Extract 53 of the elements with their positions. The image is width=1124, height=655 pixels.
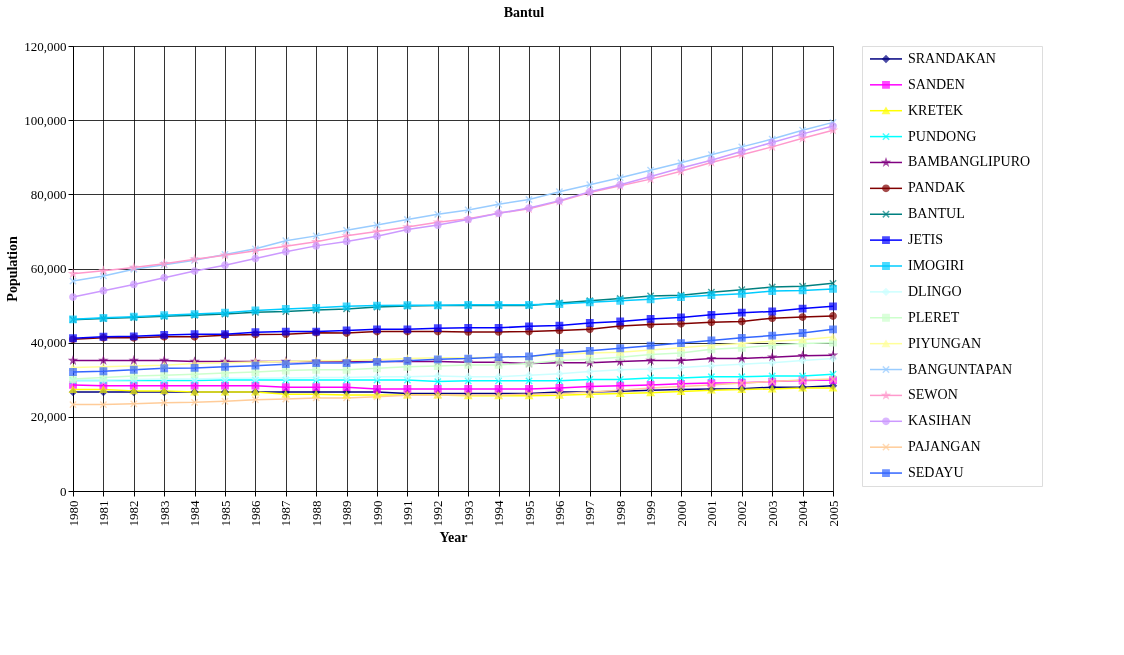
x-tick-label: 1995 — [521, 500, 537, 527]
y-tick-label: 80,000 — [30, 186, 67, 202]
legend-label: PUNDONG — [908, 128, 977, 144]
x-tick-label: 1992 — [430, 500, 446, 527]
x-tick-label: 2000 — [673, 500, 689, 527]
legend-label: IMOGIRI — [908, 258, 965, 273]
x-axis-title: Year — [439, 529, 468, 545]
legend-label: SANDEN — [908, 76, 965, 92]
x-tick-label: 1984 — [187, 500, 203, 527]
legend-label: BAMBANGLIPURO — [908, 154, 1031, 170]
x-tick-label: 2003 — [764, 500, 780, 527]
x-tick-label: 1989 — [339, 500, 355, 527]
legend-label: SEDAYU — [908, 465, 964, 481]
x-tick-label: 1991 — [399, 500, 415, 527]
x-tick-label: 1998 — [612, 500, 628, 527]
legend-label: JETIS — [908, 232, 943, 248]
x-tick-label: 1983 — [156, 500, 172, 527]
legend-label: KASIHAN — [908, 413, 971, 429]
y-tick-label: 0 — [60, 483, 67, 499]
legend-label: BANTUL — [908, 206, 965, 222]
legend-label: SEWON — [908, 387, 958, 403]
legend-label: KRETEK — [908, 102, 964, 118]
legend-label: PLERET — [908, 309, 960, 325]
legend-label: SRANDAKAN — [908, 50, 996, 66]
x-tick-label: 1994 — [491, 500, 507, 527]
x-tick-label: 1999 — [643, 500, 659, 527]
x-tick-label: 1980 — [65, 500, 81, 527]
x-tick-label: 1988 — [308, 500, 324, 527]
x-tick-label: 1996 — [551, 500, 567, 527]
y-tick-label: 20,000 — [30, 409, 67, 425]
y-tick-label: 120,000 — [24, 38, 67, 54]
x-tick-label: 1997 — [582, 500, 598, 527]
chart-title: Bantul — [503, 4, 545, 20]
y-tick-label: 40,000 — [30, 335, 67, 351]
y-tick-label: 60,000 — [30, 261, 67, 276]
x-tick-label: 1981 — [95, 500, 111, 527]
legend-label: PAJANGAN — [908, 439, 981, 455]
legend-label: PIYUNGAN — [908, 335, 982, 351]
x-tick-label: 1986 — [247, 500, 263, 527]
x-tick-label: 2004 — [795, 500, 811, 527]
y-axis-title: Population — [5, 236, 21, 302]
y-tick-label: 100,000 — [24, 112, 67, 128]
x-tick-label: 1993 — [460, 500, 476, 527]
x-tick-label: 2002 — [734, 500, 750, 527]
x-tick-label: 1982 — [126, 500, 142, 527]
legend-label: PANDAK — [908, 180, 966, 196]
x-tick-label: 2001 — [703, 500, 719, 527]
x-tick-label: 1985 — [217, 500, 233, 527]
x-tick-label: 2005 — [825, 500, 841, 527]
legend-label: BANGUNTAPAN — [908, 361, 1013, 377]
x-tick-label: 1990 — [369, 500, 385, 527]
legend-label: DLINGO — [908, 283, 962, 299]
x-tick-label: 1987 — [278, 500, 294, 527]
